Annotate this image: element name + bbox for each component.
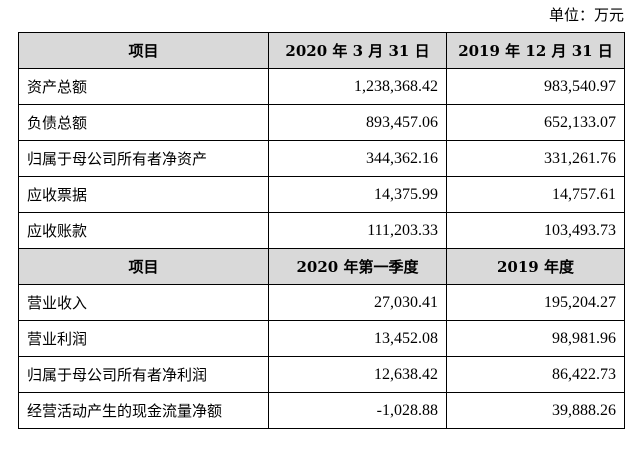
- row-value-2020: 27,030.41: [268, 284, 447, 321]
- column-header-date-2019: 2019 年 12 月 31 日: [446, 32, 625, 69]
- row-value-2020: 12,638.42: [268, 356, 447, 393]
- row-label: 应收票据: [18, 176, 269, 213]
- table-row: 应收账款 111,203.33 103,493.73: [18, 212, 625, 249]
- row-label: 归属于母公司所有者净利润: [18, 356, 269, 393]
- column-header-item: 项目: [18, 248, 269, 285]
- row-value-2019: 195,204.27: [446, 284, 625, 321]
- row-value-2019: 103,493.73: [446, 212, 625, 249]
- table-row: 营业利润 13,452.08 98,981.96: [18, 320, 625, 357]
- row-value-2020: 14,375.99: [268, 176, 447, 213]
- row-value-2019: 86,422.73: [446, 356, 625, 393]
- row-value-2019: 331,261.76: [446, 140, 625, 177]
- row-value-2020: -1,028.88: [268, 392, 447, 429]
- row-value-2020: 1,238,368.42: [268, 68, 447, 105]
- table-row: 应收票据 14,375.99 14,757.61: [18, 176, 625, 213]
- financial-table: 项目 2020 年 3 月 31 日 2019 年 12 月 31 日 资产总额…: [18, 32, 625, 429]
- row-value-2020: 13,452.08: [268, 320, 447, 357]
- row-value-2019: 652,133.07: [446, 104, 625, 141]
- row-value-2020: 111,203.33: [268, 212, 447, 249]
- row-value-2019: 14,757.61: [446, 176, 625, 213]
- row-value-2019: 983,540.97: [446, 68, 625, 105]
- table-row: 归属于母公司所有者净资产 344,362.16 331,261.76: [18, 140, 625, 177]
- row-label: 应收账款: [18, 212, 269, 249]
- table-row: 归属于母公司所有者净利润 12,638.42 86,422.73: [18, 356, 625, 393]
- row-value-2020: 344,362.16: [268, 140, 447, 177]
- table-row: 经营活动产生的现金流量净额 -1,028.88 39,888.26: [18, 392, 625, 429]
- column-header-date-2020: 2020 年 3 月 31 日: [268, 32, 447, 69]
- unit-label: 单位：万元: [548, 6, 624, 24]
- column-header-year-2019: 2019 年度: [446, 248, 625, 285]
- table-row: 营业收入 27,030.41 195,204.27: [18, 284, 625, 321]
- section1-header-row: 项目 2020 年 3 月 31 日 2019 年 12 月 31 日: [18, 32, 625, 69]
- row-label: 营业收入: [18, 284, 269, 321]
- table-row: 资产总额 1,238,368.42 983,540.97: [18, 68, 625, 105]
- column-header-item: 项目: [18, 32, 269, 69]
- section2-header-row: 项目 2020 年第一季度 2019 年度: [18, 248, 625, 285]
- row-value-2020: 893,457.06: [268, 104, 447, 141]
- row-label: 营业利润: [18, 320, 269, 357]
- table-row: 负债总额 893,457.06 652,133.07: [18, 104, 625, 141]
- row-label: 归属于母公司所有者净资产: [18, 140, 269, 177]
- column-header-q1-2020: 2020 年第一季度: [268, 248, 447, 285]
- row-label: 资产总额: [18, 68, 269, 105]
- row-value-2019: 39,888.26: [446, 392, 625, 429]
- row-label: 经营活动产生的现金流量净额: [18, 392, 269, 429]
- row-label: 负债总额: [18, 104, 269, 141]
- row-value-2019: 98,981.96: [446, 320, 625, 357]
